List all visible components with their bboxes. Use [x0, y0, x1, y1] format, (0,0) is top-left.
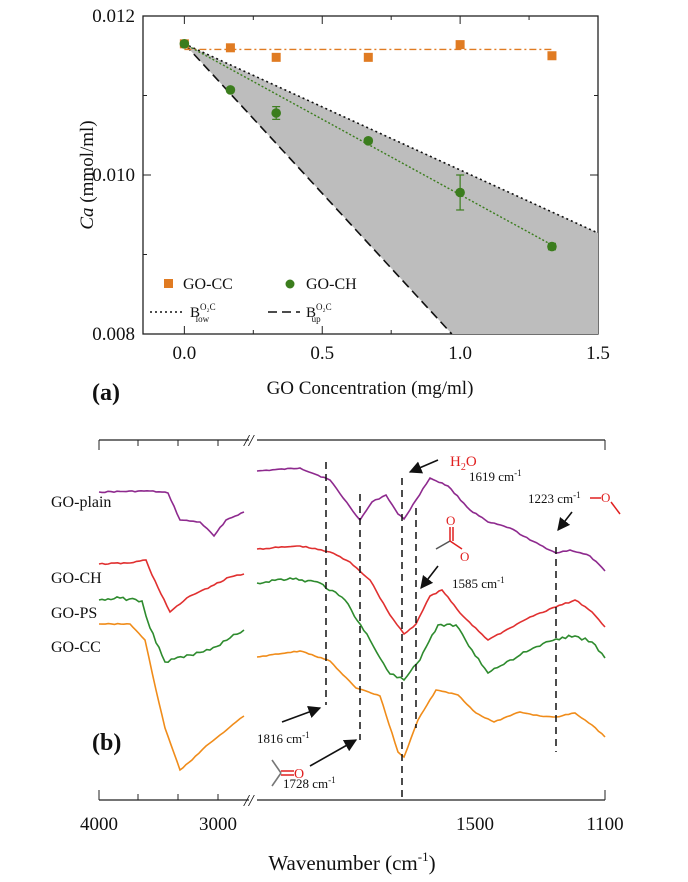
- series-label-go-cc: GO-CC: [51, 639, 101, 656]
- data-point-go-cc: [225, 43, 235, 53]
- data-point-go-ch: [179, 39, 190, 49]
- x-tick-label: 1.5: [586, 343, 610, 364]
- peak-label-1728: 1728 cm-1: [283, 775, 336, 791]
- spectrum-go-ch: [98, 545, 606, 641]
- axis-break-bottom: //: [243, 791, 256, 810]
- y-axis-label: Ca (mmol/ml): [77, 120, 98, 229]
- shaded-region: [184, 43, 598, 334]
- y-tick-label: 0.008: [92, 324, 135, 345]
- legend-label-go-ch: GO-CH: [306, 276, 357, 293]
- group-h2o: H2O: [450, 454, 477, 473]
- plot-a-markers: [179, 39, 557, 252]
- legend-label-b-up: BO₂C up: [306, 302, 332, 324]
- panel-a: 0.0 0.5 1.0 1.5 0.008 0.010 0.012 Ca (mmol/ml)…: [77, 6, 610, 406]
- series-label-go-ps: GO-PS: [51, 605, 97, 622]
- peak-label-1619: 1619 cm-1: [469, 468, 522, 484]
- x-tick-label: 1500: [456, 814, 494, 835]
- series-label-go-ch: GO-CH: [51, 570, 102, 587]
- data-point-go-ch: [547, 241, 557, 252]
- legend-marker-go-cc: [164, 279, 173, 288]
- peak-label-1223: 1223 cm-1: [528, 490, 581, 506]
- svg-text:O: O: [601, 490, 610, 505]
- svg-text:O: O: [446, 513, 455, 528]
- arrow-1816: [281, 705, 322, 723]
- svg-text:O: O: [294, 767, 304, 782]
- arrow-1728: [309, 739, 358, 767]
- data-point-go-ch: [271, 108, 281, 118]
- spectrum-go-ps: [98, 577, 606, 682]
- svg-text:H2O: H2O: [450, 454, 477, 473]
- arrow-1223: [557, 511, 573, 532]
- panel-label-b: (b): [92, 730, 121, 756]
- y-tick-label: 0.012: [92, 6, 135, 27]
- legend-label-go-cc: GO-CC: [183, 276, 233, 293]
- peak-guides: [325, 462, 557, 800]
- bound-up-line: [183, 43, 453, 335]
- data-point-go-cc: [547, 51, 557, 61]
- legend-label-b-low: BO₂C low: [190, 302, 216, 324]
- peak-label-1816: 1816 cm-1: [257, 730, 310, 746]
- carboxyl-group-icon: O O: [435, 513, 469, 564]
- x-axis-label: GO Concentration (mg/ml): [267, 378, 474, 399]
- panel-b: // // 4000 3000 1500 1100 Wavenumber (cm…: [51, 431, 624, 875]
- arrow-1585: [420, 565, 439, 590]
- carbonyl-group-icon: O: [271, 759, 304, 787]
- data-point-go-cc: [363, 52, 373, 62]
- x-tick-label: 1100: [586, 814, 623, 835]
- data-point-go-ch: [455, 187, 465, 198]
- panel-label-a: (a): [92, 380, 120, 406]
- spectrum-go-cc: [98, 622, 606, 772]
- x-tick-label: 0.0: [172, 343, 196, 364]
- x-tick-label: 1.0: [448, 343, 472, 364]
- data-point-go-cc: [455, 40, 465, 50]
- x-tick-label: 4000: [80, 814, 118, 835]
- svg-text:O: O: [460, 549, 469, 564]
- spectrum-go-plain: [98, 467, 606, 572]
- x-axis-label-b: Wavenumber (cm-1): [268, 849, 435, 875]
- legend: GO-CC GO-CH BO₂C low BO₂C up: [150, 276, 357, 324]
- data-point-go-ch: [363, 136, 374, 146]
- uncertainty-band: [184, 43, 598, 334]
- spectra: [98, 467, 606, 772]
- data-point-go-cc: [271, 52, 281, 62]
- y-tick-label: 0.010: [92, 165, 135, 186]
- x-tick-label: 3000: [199, 814, 237, 835]
- arrow-1619: [408, 459, 439, 474]
- x-tick-label: 0.5: [310, 343, 334, 364]
- series-label-go-plain: GO-plain: [51, 494, 111, 511]
- axis-break-top: //: [243, 431, 256, 450]
- bound-low-line: [184, 43, 599, 234]
- ether-group-icon: O: [590, 490, 621, 515]
- data-point-go-ch: [225, 85, 236, 95]
- legend-marker-go-ch: [285, 279, 295, 289]
- peak-label-1585: 1585 cm-1: [452, 575, 505, 591]
- plot-b-ticks: [98, 440, 606, 800]
- peak-arrows: [281, 459, 573, 767]
